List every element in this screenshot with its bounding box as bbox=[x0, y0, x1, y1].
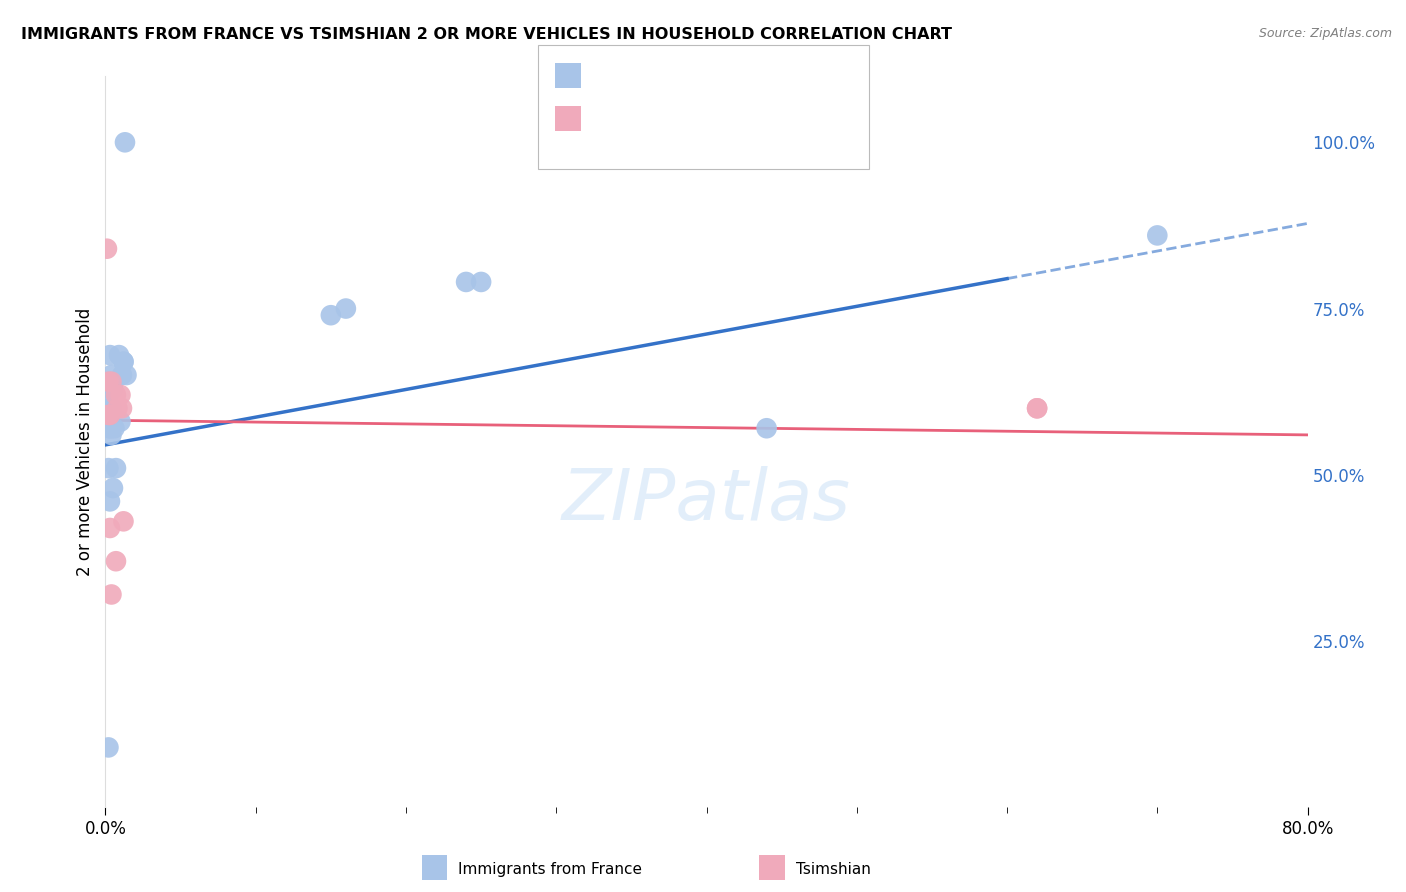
Point bbox=[97, 408, 120, 422]
Point bbox=[98, 494, 121, 508]
Point bbox=[110, 388, 132, 402]
Point bbox=[98, 521, 121, 535]
Text: 0.223: 0.223 bbox=[628, 67, 688, 85]
Point bbox=[100, 401, 122, 416]
Point bbox=[108, 348, 131, 362]
Y-axis label: 2 or more Vehicles in Household: 2 or more Vehicles in Household bbox=[76, 308, 94, 575]
Point bbox=[98, 408, 121, 422]
Point bbox=[112, 514, 135, 528]
Point bbox=[1026, 401, 1049, 416]
Text: 15: 15 bbox=[733, 110, 755, 128]
Point bbox=[115, 368, 138, 382]
Point bbox=[755, 421, 778, 435]
Point bbox=[454, 275, 477, 289]
Point bbox=[104, 388, 127, 402]
Point bbox=[470, 275, 492, 289]
Text: R =: R = bbox=[592, 110, 628, 128]
Point bbox=[98, 375, 121, 389]
Point bbox=[98, 348, 121, 362]
Point bbox=[103, 421, 125, 435]
Point bbox=[107, 401, 129, 416]
Text: IMMIGRANTS FROM FRANCE VS TSIMSHIAN 2 OR MORE VEHICLES IN HOUSEHOLD CORRELATION : IMMIGRANTS FROM FRANCE VS TSIMSHIAN 2 OR… bbox=[21, 27, 952, 42]
Point bbox=[97, 375, 120, 389]
Point bbox=[97, 461, 120, 475]
Point bbox=[101, 381, 124, 395]
Point bbox=[112, 355, 135, 369]
Text: ZIPatlas: ZIPatlas bbox=[562, 466, 851, 534]
Text: Immigrants from France: Immigrants from France bbox=[458, 863, 643, 877]
Text: R =: R = bbox=[592, 67, 628, 85]
Point bbox=[335, 301, 357, 316]
Point bbox=[114, 136, 136, 150]
Point bbox=[97, 388, 120, 402]
Point bbox=[98, 421, 121, 435]
Point bbox=[319, 308, 342, 322]
Point bbox=[104, 554, 127, 568]
Point bbox=[111, 401, 134, 416]
Point bbox=[1146, 228, 1168, 243]
Point bbox=[101, 481, 124, 495]
Point bbox=[112, 355, 135, 369]
Point bbox=[98, 381, 121, 395]
Text: N =: N = bbox=[682, 67, 730, 85]
Point bbox=[1026, 401, 1049, 416]
Point bbox=[110, 415, 132, 429]
Point bbox=[98, 401, 121, 416]
Point bbox=[100, 587, 122, 601]
Point bbox=[100, 368, 122, 382]
Text: N =: N = bbox=[682, 110, 730, 128]
Point bbox=[100, 428, 122, 442]
Point bbox=[100, 375, 122, 389]
Point bbox=[98, 421, 121, 435]
Text: 30: 30 bbox=[733, 67, 755, 85]
Text: -0.071: -0.071 bbox=[628, 110, 688, 128]
Point bbox=[97, 740, 120, 755]
Point bbox=[104, 461, 127, 475]
Point bbox=[96, 242, 118, 256]
Text: Source: ZipAtlas.com: Source: ZipAtlas.com bbox=[1258, 27, 1392, 40]
Point bbox=[111, 368, 134, 382]
Text: Tsimshian: Tsimshian bbox=[796, 863, 870, 877]
